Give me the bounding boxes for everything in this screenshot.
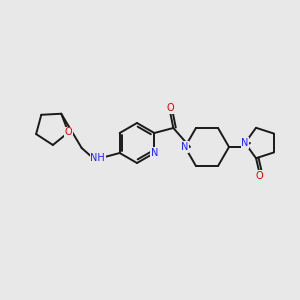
Text: N: N bbox=[241, 138, 249, 148]
Text: O: O bbox=[64, 128, 72, 137]
Text: N: N bbox=[151, 148, 158, 158]
Text: NH: NH bbox=[90, 153, 105, 163]
Text: N: N bbox=[181, 142, 189, 152]
Text: O: O bbox=[167, 103, 174, 113]
Text: O: O bbox=[255, 171, 263, 181]
